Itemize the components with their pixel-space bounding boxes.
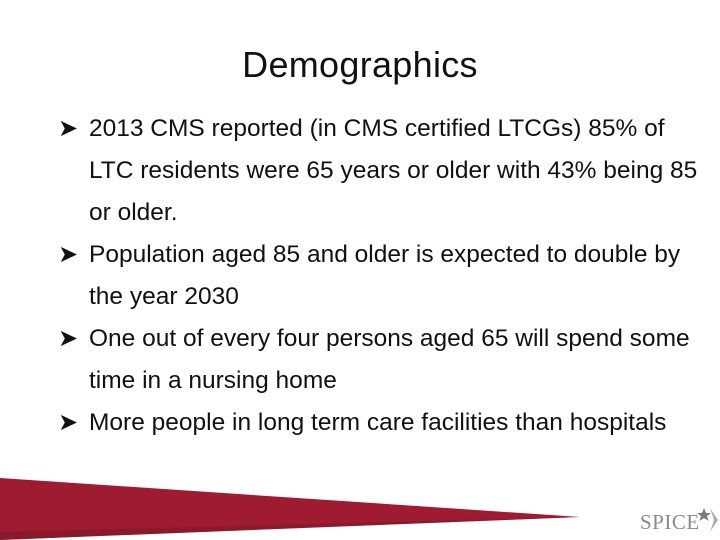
bullet-item: ➤ One out of every four persons aged 65 … (58, 318, 708, 402)
chevron-icon (710, 508, 718, 532)
arrow-bullet-icon: ➤ (58, 325, 79, 352)
spice-logo: SPICE (640, 508, 718, 534)
slide-title: Demographics (242, 44, 478, 85)
arrow-bullet-icon: ➤ (58, 241, 79, 268)
arrow-bullet-icon: ➤ (58, 115, 79, 142)
bullet-item: ➤ More people in long term care faciliti… (58, 402, 708, 444)
bullet-list: ➤ 2013 CMS reported (in CMS certified LT… (58, 108, 708, 444)
bullet-item: ➤ Population aged 85 and older is expect… (58, 234, 708, 318)
bullet-text: 2013 CMS reported (in CMS certified LTCG… (89, 115, 698, 226)
bullet-item: ➤ 2013 CMS reported (in CMS certified LT… (58, 108, 708, 234)
bullet-text: More people in long term care facilities… (89, 409, 667, 436)
footer-decoration (0, 478, 580, 540)
bullet-text: Population aged 85 and older is expected… (89, 241, 681, 310)
red-wedge-shadow (0, 517, 580, 540)
red-wedge (0, 478, 580, 540)
bullet-text: One out of every four persons aged 65 wi… (89, 325, 690, 394)
logo-wordmark: SPICE (640, 510, 700, 534)
arrow-bullet-icon: ➤ (58, 409, 79, 436)
star-icon (697, 508, 711, 521)
